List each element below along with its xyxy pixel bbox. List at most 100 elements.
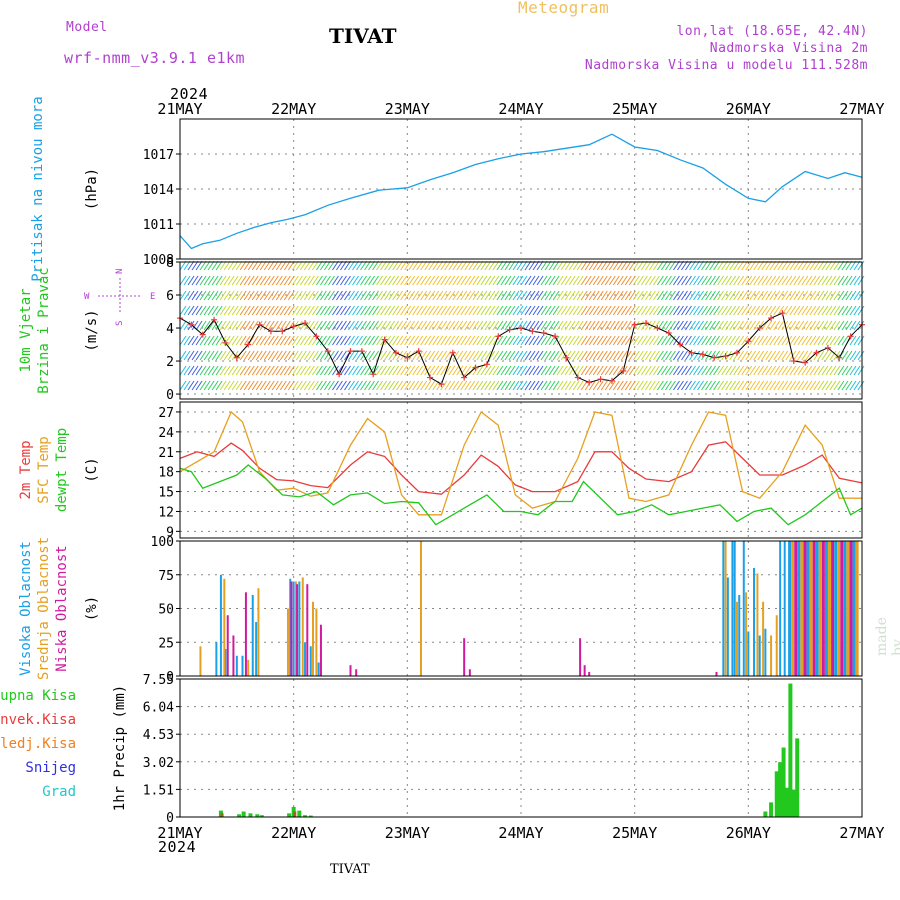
wind-barb (636, 380, 644, 391)
year-top: 2024 (170, 85, 209, 103)
wind-barb (544, 320, 552, 331)
wind-barb (781, 275, 789, 286)
wind-barb (741, 305, 749, 316)
wind-barb (749, 305, 757, 316)
wind-barb (620, 380, 628, 391)
wind-barb (492, 290, 500, 301)
y-axis-label: 10m Vjetar (18, 288, 34, 372)
wind-barb (693, 320, 700, 331)
wind-barb (568, 350, 576, 361)
date-label-bottom: 25MAY (612, 824, 657, 842)
y-tick-label: 12 (158, 505, 174, 520)
wind-barb (231, 320, 239, 331)
wind-barb (821, 335, 829, 346)
y-tick-label: 24 (158, 426, 174, 441)
wind-barb (203, 305, 211, 316)
wind-barb (191, 305, 199, 316)
wind-barb (648, 380, 656, 391)
wind-barb (632, 365, 640, 376)
wind-barb (460, 320, 468, 331)
wind-barb (444, 320, 452, 331)
wind-barb (753, 335, 761, 346)
wind-barb (504, 305, 512, 316)
wind-barb (677, 290, 684, 301)
y-axis-label: (m/s) (84, 309, 100, 351)
wind-barb (211, 380, 219, 391)
wind-barb (536, 305, 544, 316)
panel-frame (179, 678, 863, 818)
wind-barb (372, 275, 379, 286)
wind-barb (612, 365, 620, 376)
cloud-bar (855, 541, 859, 676)
wind-barb (849, 320, 857, 331)
wind-barb (580, 305, 588, 316)
wind-barb (400, 335, 408, 346)
wind-barb (211, 365, 219, 376)
compass-w: W (84, 292, 90, 302)
wind-barb (773, 380, 781, 391)
wind-barb (303, 380, 311, 391)
wind-barb (219, 320, 227, 331)
wind-barb (528, 380, 536, 391)
date-label-bottom: 21MAY (157, 824, 202, 842)
wind-barb (199, 365, 207, 376)
wind-barb (319, 365, 327, 376)
wind-barb (524, 335, 532, 346)
y-tick-label: 2 (166, 355, 174, 370)
wind-barb (416, 275, 424, 286)
wind-barb (235, 365, 243, 376)
y-tick-label: 1011 (143, 218, 174, 233)
wind-barb (315, 320, 323, 331)
wind-barb (576, 380, 584, 391)
wind-barb (183, 290, 191, 301)
wind-barb (179, 275, 187, 286)
wind-barb (332, 335, 339, 346)
wind-barb (420, 380, 428, 391)
wind-barb (247, 380, 255, 391)
wind-barb (332, 320, 339, 331)
wind-barb (584, 290, 592, 301)
wind-barb (636, 350, 644, 361)
wind-barb (512, 350, 520, 361)
wind-barb (584, 320, 592, 331)
wind-barb (488, 335, 496, 346)
wind-barb (516, 335, 524, 346)
wind-barb (620, 350, 628, 361)
cloud-bar (224, 649, 227, 676)
wind-barb (436, 350, 444, 361)
station-title: TIVAT (329, 24, 397, 48)
wind-barb (564, 275, 572, 286)
wind-barb (352, 305, 359, 316)
wind-barb (825, 365, 833, 376)
wind-barb (793, 275, 801, 286)
wind-barb (628, 305, 636, 316)
wind-barb (801, 335, 809, 346)
cloud-bar (779, 541, 782, 676)
wind-barb (697, 320, 704, 331)
wind-barb (476, 290, 484, 301)
y-tick-label: 6.04 (143, 701, 174, 716)
wind-barb (833, 305, 841, 316)
wind-barb (243, 290, 251, 301)
wind-barb (283, 275, 291, 286)
wind-barb (440, 290, 448, 301)
wind-barb (817, 335, 825, 346)
wind-barb (496, 380, 504, 391)
wind-barb (685, 380, 692, 391)
wind-barb (624, 320, 632, 331)
wind-barb (749, 290, 757, 301)
wind-barb (376, 335, 383, 346)
wind-barb (584, 275, 592, 286)
wind-barb (584, 335, 592, 346)
wind-barb (504, 350, 512, 361)
wind-barb (428, 350, 436, 361)
wind-barb (504, 335, 512, 346)
wind-barb (813, 320, 821, 331)
wind-barb (303, 290, 311, 301)
wind-barb (484, 320, 492, 331)
wind-barb (564, 290, 572, 301)
wind-barb (480, 365, 488, 376)
wind-barb (364, 335, 371, 346)
wind-barb (737, 290, 745, 301)
wind-barb (753, 380, 761, 391)
